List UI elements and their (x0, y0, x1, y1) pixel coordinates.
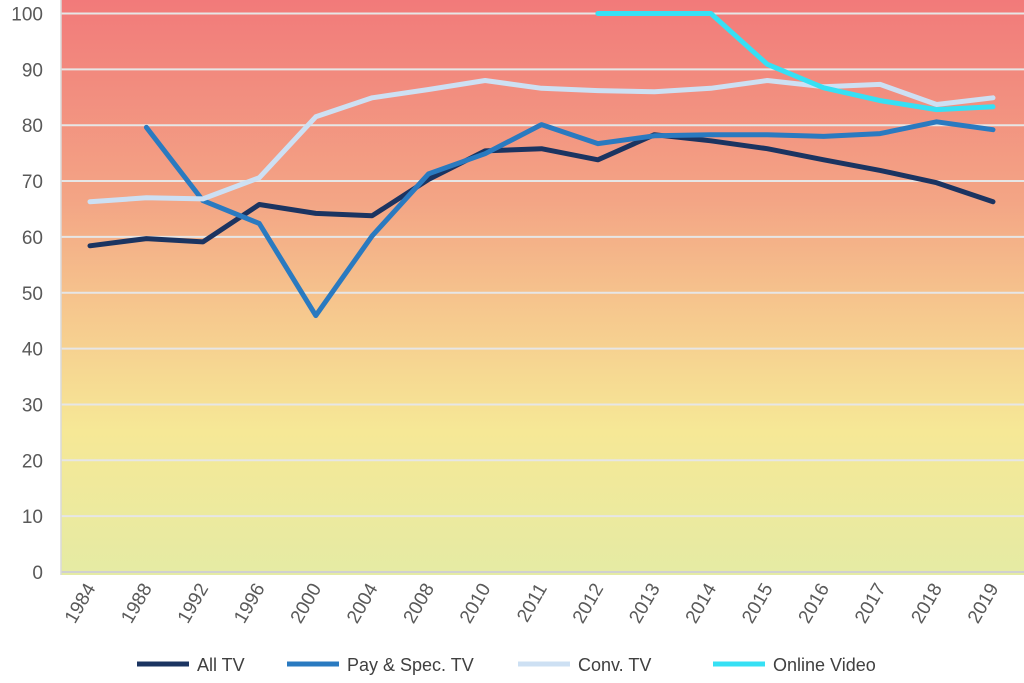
x-tick-label: 2010 (456, 580, 495, 627)
y-tick-label: 100 (11, 5, 43, 26)
x-tick-label: 2000 (287, 580, 326, 627)
x-tick-label: 1988 (117, 580, 156, 627)
x-tick-label: 2012 (569, 580, 608, 627)
y-tick-label: 90 (22, 60, 43, 81)
x-tick-label: 1996 (230, 580, 269, 627)
x-tick-label: 2016 (795, 580, 834, 627)
series-line-conv-tv (87, 78, 996, 205)
legend-item: Conv. TV (518, 655, 651, 675)
y-tick-label: 10 (22, 507, 43, 528)
legend-item: All TV (137, 655, 245, 675)
x-tick-label: 2017 (851, 580, 890, 627)
x-tick-label: 2014 (682, 580, 722, 627)
x-tick-label: 2018 (908, 580, 947, 627)
y-tick-label: 60 (22, 228, 43, 249)
y-tick-label: 20 (22, 451, 43, 472)
series-line-pay-spec-tv (143, 119, 996, 319)
legend-label: All TV (197, 655, 245, 675)
y-tick-label: 40 (22, 340, 43, 361)
y-tick-label: 0 (32, 563, 43, 584)
x-tick-label: 1984 (61, 580, 101, 627)
legend-item: Pay & Spec. TV (287, 655, 474, 675)
legend-label: Pay & Spec. TV (347, 655, 474, 675)
x-tick-label: 2004 (343, 580, 383, 627)
y-tick-label: 50 (22, 284, 43, 305)
legend-label: Online Video (773, 655, 876, 675)
x-tick-label: 2015 (738, 580, 777, 627)
x-tick-label: 2019 (964, 580, 1003, 627)
y-tick-label: 80 (22, 116, 43, 137)
x-tick-label: 2008 (400, 580, 439, 627)
y-tick-label: 70 (22, 172, 43, 193)
series-line-online-video (595, 11, 996, 113)
y-tick-label: 30 (22, 395, 43, 416)
legend-item: Online Video (713, 655, 876, 675)
x-tick-label: 1992 (174, 580, 213, 627)
x-tick-label: 2011 (513, 580, 552, 626)
legend-label: Conv. TV (578, 655, 651, 675)
x-tick-label: 2013 (625, 580, 664, 627)
